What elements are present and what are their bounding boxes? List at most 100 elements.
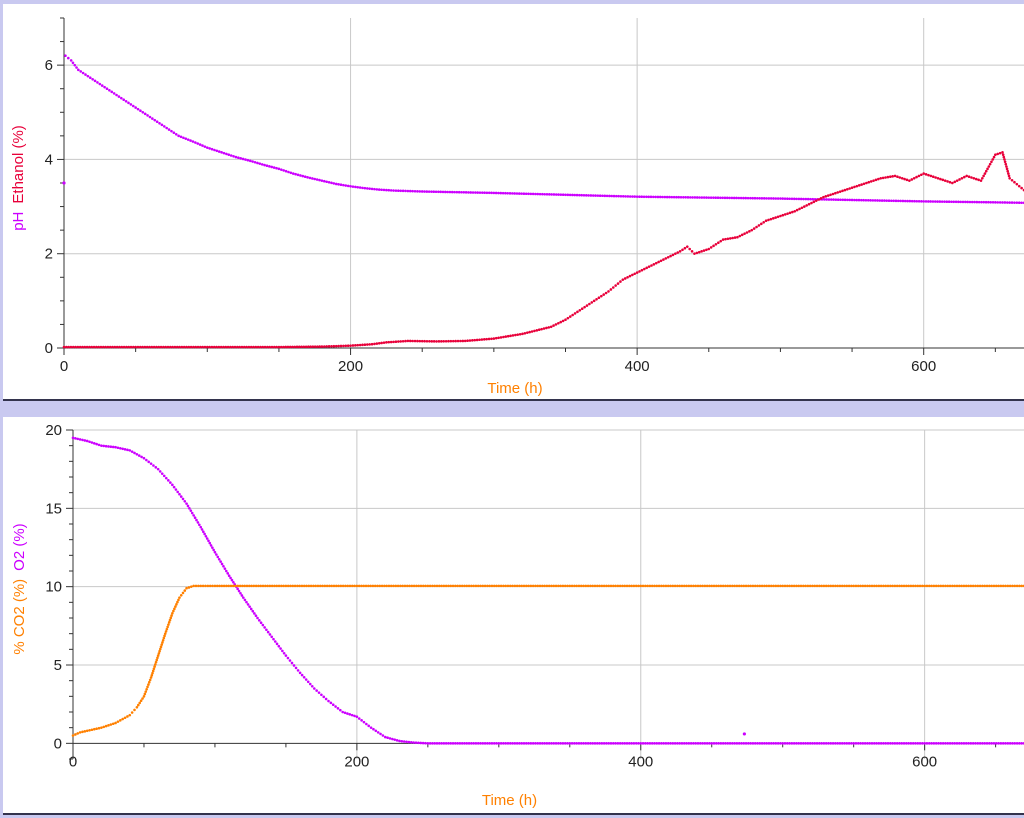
co2-point [458, 584, 462, 588]
ph-point [908, 199, 912, 203]
o2-point [114, 445, 117, 449]
co2-point [969, 584, 973, 588]
ethanol-point [540, 327, 543, 331]
o2-point [900, 742, 904, 745]
co2-point [81, 730, 84, 734]
o2-point [1006, 742, 1010, 745]
ph-point [517, 192, 521, 195]
co2-point [479, 584, 482, 588]
ph-point [795, 197, 798, 201]
o2-point [126, 448, 129, 452]
ph-point [524, 192, 528, 196]
o2-point [990, 742, 993, 745]
ethanol-point [557, 321, 560, 325]
ph-point [441, 190, 445, 194]
co2-point [692, 584, 695, 588]
ethanol-point [478, 338, 481, 342]
ethanol-point [977, 178, 980, 182]
co2-point [763, 584, 766, 588]
ph-point [788, 197, 791, 201]
o2-point [353, 714, 356, 718]
co2-point [90, 728, 94, 732]
ethanol-point [848, 187, 851, 190]
co2-point [623, 584, 627, 588]
o2-point [717, 742, 720, 745]
ph-point [554, 193, 558, 196]
ph-point [762, 197, 766, 200]
co2-point [685, 584, 688, 588]
ethanol-point [302, 345, 306, 349]
co2-point [490, 584, 494, 588]
o2-point [292, 664, 296, 667]
ph-point [337, 183, 340, 186]
ethanol-point [69, 345, 73, 349]
o2-point [721, 742, 725, 745]
o2-point [92, 442, 96, 445]
o2-point [481, 742, 485, 745]
o2-point [386, 736, 389, 740]
ph-point [308, 176, 312, 180]
ph-point [1008, 201, 1011, 204]
co2-point [655, 584, 659, 588]
ethanol-point [578, 308, 582, 312]
co2-point [451, 584, 455, 588]
ethanol-point [332, 344, 336, 348]
o2-point [81, 438, 84, 442]
ethanol-point [245, 345, 248, 349]
o2-point [433, 742, 437, 745]
co2-point [334, 584, 338, 588]
o2-point [774, 742, 778, 745]
co2-point [284, 584, 288, 588]
ph-point [901, 199, 905, 203]
o2-point [447, 742, 450, 745]
co2-point [158, 649, 161, 653]
ethanol-point [65, 345, 68, 349]
ethanol-point [275, 345, 278, 349]
ph-point [241, 157, 245, 161]
o2-point [463, 742, 466, 745]
o2-point [83, 439, 87, 442]
o2-point [639, 742, 643, 745]
o2-point [749, 742, 752, 745]
o2-point [905, 742, 908, 745]
co2-point [492, 584, 496, 588]
co2-point [568, 584, 572, 588]
o2-point [566, 742, 569, 745]
ethanol-point [368, 343, 371, 346]
ph-point [462, 191, 466, 194]
ethanol-point [358, 343, 362, 347]
o2-point [308, 682, 312, 686]
ph-point [280, 168, 283, 171]
ethanol-point [166, 345, 170, 349]
ph-point [744, 196, 748, 200]
ph-point [984, 200, 988, 204]
o2-point [279, 647, 282, 650]
co2-point [591, 584, 594, 588]
o2-point [847, 742, 851, 745]
o2-point [273, 640, 277, 643]
ethanol-point [240, 345, 244, 349]
ethanol-point [826, 194, 830, 197]
ph-point [112, 92, 116, 95]
ethanol-point [812, 200, 816, 204]
ethanol-point [600, 294, 603, 298]
ph-point [184, 137, 188, 140]
o2-point [797, 742, 801, 745]
co2-point [449, 584, 453, 588]
o2-point [339, 708, 342, 712]
ethanol-point [385, 341, 388, 344]
co2-point [522, 584, 526, 588]
ethanol-point [514, 333, 517, 337]
o2-point [240, 594, 244, 597]
ph-point [105, 87, 109, 91]
ph-point [790, 197, 794, 201]
co2-point [944, 584, 947, 588]
co2-point [824, 584, 828, 588]
ph-point [467, 191, 470, 194]
ethanol-point [877, 177, 880, 181]
co2-point [872, 584, 876, 588]
ph-point [325, 180, 328, 184]
ethanol-point [743, 232, 746, 235]
co2-point [641, 584, 645, 588]
o2-point [232, 580, 235, 584]
